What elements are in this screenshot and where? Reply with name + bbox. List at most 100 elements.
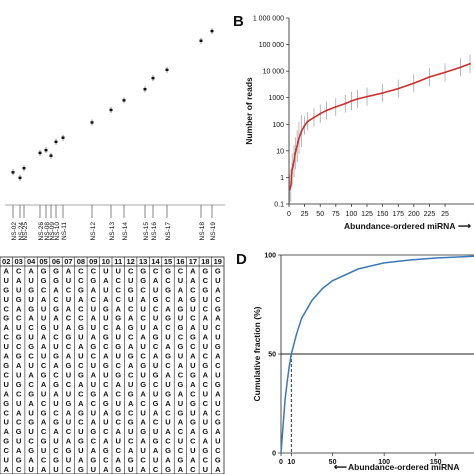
panel-b-y-tick-label: 100 000 [259,42,284,49]
panel-c-cell: A [4,352,10,361]
panel-c-cell: A [178,361,184,370]
panel-c-cell: C [140,399,146,408]
panel-c-cell: G [78,323,84,332]
panel-c-cell: U [28,465,33,474]
panel-c-cell: A [153,352,159,361]
panel-c-cell: U [116,266,121,275]
panel-c-cell: A [41,295,47,304]
panel-c-cell: U [16,399,21,408]
panel-c-cell: A [53,285,59,294]
panel-c-cell: G [3,437,9,446]
panel-c-cell: C [190,314,196,323]
panel-c-cell: U [140,408,145,417]
panel-c-cell: C [165,276,171,285]
panel-c-cell: G [41,437,47,446]
panel-a-tick-label: NS-25 [22,222,29,241]
panel-c-cell: U [91,408,96,417]
panel-c-cell: C [128,370,134,379]
panel-c-cell: G [16,380,22,389]
panel-a-point [165,68,169,72]
panel-c-cell: G [128,456,134,465]
panel-c-cell: G [190,333,196,342]
panel-c-cell: U [215,437,220,446]
panel-c-cell: A [41,380,47,389]
panel-c-cell: U [178,352,183,361]
panel-c-cell: A [4,323,10,332]
panel-c-cell: U [116,437,121,446]
panel-c-cell: G [103,399,109,408]
panel-c-cell: A [140,418,146,427]
panel-c-cell: C [165,361,171,370]
panel-c-cell: A [53,314,59,323]
panel-c-cell: U [215,276,220,285]
panel-c-cell: G [140,361,146,370]
panel-c-cell: A [153,323,159,332]
panel-c-cell: C [215,323,221,332]
panel-c-cell: U [78,427,83,436]
panel-c-cell: U [4,295,9,304]
panel-c-cell: G [115,370,121,379]
panel-c-cell: G [90,342,96,351]
panel-a-tick-label: NS-13 [109,222,116,241]
panel-c-header-cell: 03 [14,257,22,266]
panel-c-cell: C [41,399,47,408]
panel-d-y-tick-label: 100 [264,253,276,260]
panel-c-cell: U [153,389,158,398]
panel-b-y-tick-label: 100 [272,122,284,129]
panel-c-cell: C [16,266,22,275]
panel-c-cell: C [53,295,59,304]
panel-c-cell: C [103,380,109,389]
panel-d-x-tick-label: 10 [287,459,295,466]
panel-a-tick-label: NS-26 [38,222,45,241]
panel-c-cell: G [66,399,72,408]
panel-c-cell: C [190,389,196,398]
panel-c-cell: G [28,389,34,398]
panel-c-cell: A [203,437,209,446]
panel-c-cell: A [215,465,221,474]
panel-b-y-label: Number of reads [244,77,254,145]
panel-c-cell: C [203,456,209,465]
panel-b-x-tick-label: 50 [316,211,324,218]
panel-c-cell: C [91,352,97,361]
panel-c-cell: G [215,456,221,465]
panel-c-cell: U [128,380,133,389]
panel-c-cell: U [91,304,96,313]
panel-c-cell: A [178,418,184,427]
panel-c-cell: A [53,361,59,370]
panel-a-point [44,148,48,152]
panel-c-cell: G [41,323,47,332]
panel-c-cell: U [128,427,133,436]
panel-c-header-cell: 18 [201,257,209,266]
panel-c-cell: A [103,389,109,398]
panel-a-tick-label: NS-16 [151,222,158,241]
panel-c-cell: U [116,352,121,361]
panel-c-cell: A [128,399,134,408]
panel-c-cell: G [202,361,208,370]
panel-c-cell: A [41,418,47,427]
panel-c-cell: G [90,456,96,465]
panel-c-cell: U [178,314,183,323]
panel-c-cell: U [153,314,158,323]
panel-c-cell: A [190,266,196,275]
panel-a-point [210,29,214,33]
panel-c-cell: A [165,427,171,436]
panel-c-cell: A [140,333,146,342]
panel-d-x-label: Abundance-ordered miRNA [348,462,459,472]
panel-c-cell: A [66,352,72,361]
panel-c-cell: G [178,342,184,351]
panel-c-cell: G [78,285,84,294]
panel-c-header-cell: 10 [102,257,110,266]
panel-c-cell: G [178,304,184,313]
panel-b-y-tick-label: 1000 [268,95,284,102]
panel-c-cell: C [78,314,84,323]
panel-c-header-cell: 09 [89,257,97,266]
panel-c-cell: C [91,399,97,408]
panel-c-header-cell: 11 [114,257,122,266]
panel-c-cell: G [128,323,134,332]
panel-c-cell: A [91,285,97,294]
panel-c-cell: A [153,276,159,285]
panel-c-cell: A [78,380,84,389]
panel-c-cell: U [16,285,21,294]
panel-c-cell: C [203,352,209,361]
panel-c-cell: A [41,342,47,351]
